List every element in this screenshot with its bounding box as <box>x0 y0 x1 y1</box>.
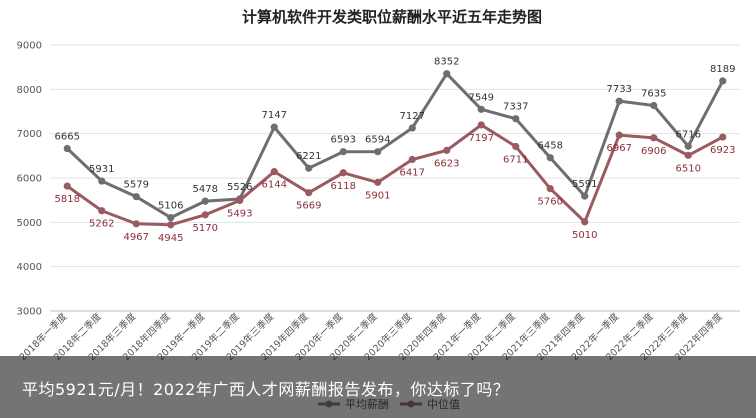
data-point <box>684 151 692 159</box>
data-label: 6417 <box>400 168 425 179</box>
data-point <box>339 148 347 156</box>
y-tick-label: 4000 <box>17 262 42 273</box>
data-point <box>546 154 554 162</box>
data-label: 6623 <box>434 158 459 169</box>
data-label: 5526 <box>227 182 252 193</box>
data-label: 5669 <box>296 201 321 212</box>
data-point <box>408 155 416 164</box>
data-label: 6923 <box>710 145 735 156</box>
data-label: 7635 <box>641 89 666 100</box>
data-point <box>98 177 106 185</box>
data-point <box>546 185 554 193</box>
data-label: 5760 <box>538 197 563 208</box>
data-label: 5262 <box>89 219 114 230</box>
data-label: 7127 <box>400 111 425 122</box>
data-label: 5493 <box>227 208 252 219</box>
data-point <box>236 196 244 205</box>
data-label: 6906 <box>641 146 666 157</box>
data-point <box>512 115 520 123</box>
data-label: 7147 <box>262 110 287 121</box>
data-label: 6118 <box>331 181 356 192</box>
data-label: 6593 <box>331 135 356 146</box>
data-point <box>650 101 658 110</box>
data-label: 6716 <box>676 129 701 140</box>
data-point <box>132 193 140 201</box>
data-point <box>63 144 71 153</box>
data-label: 7337 <box>503 102 528 113</box>
data-point <box>132 220 140 228</box>
data-point <box>167 221 175 229</box>
data-point <box>98 207 106 215</box>
data-point <box>443 146 451 154</box>
data-label: 5010 <box>572 230 597 241</box>
y-tick-label: 6000 <box>17 174 42 185</box>
y-tick-label: 8000 <box>17 85 42 96</box>
data-label: 4967 <box>124 232 149 243</box>
data-label: 8189 <box>710 64 735 75</box>
data-point <box>374 178 382 186</box>
data-label: 4945 <box>158 233 183 244</box>
chart-title: 计算机软件开发类职位薪酬水平近五年走势图 <box>242 8 542 26</box>
y-tick-label: 9000 <box>17 41 42 52</box>
y-axis-ticks: 3000 4000 5000 6000 7000 8000 9000 <box>17 41 42 318</box>
caption-text: 平均5921元/月！2022年广西人才网薪酬报告发布，你达标了吗？ <box>22 380 510 399</box>
data-point <box>650 134 658 142</box>
data-point <box>477 121 485 129</box>
data-point <box>615 131 623 139</box>
data-label: 6144 <box>262 180 287 191</box>
data-point <box>63 182 71 190</box>
data-point <box>339 169 347 177</box>
data-label: 5579 <box>124 180 149 191</box>
data-point <box>270 168 278 176</box>
data-label: 6594 <box>365 135 390 146</box>
data-point <box>374 148 382 156</box>
data-point <box>684 142 692 150</box>
data-point <box>201 197 209 205</box>
data-point <box>443 70 451 78</box>
data-point <box>719 133 727 141</box>
data-label: 6458 <box>538 141 563 152</box>
data-point <box>581 218 589 226</box>
data-label: 6711 <box>503 154 528 165</box>
series-lines <box>63 70 727 229</box>
data-label: 5818 <box>55 194 80 205</box>
data-point <box>615 97 623 105</box>
data-point <box>270 123 278 131</box>
data-point <box>305 189 313 197</box>
y-tick-label: 5000 <box>17 218 42 229</box>
gridlines <box>50 44 740 312</box>
data-label: 5901 <box>365 190 390 201</box>
data-label: 7549 <box>469 92 494 103</box>
data-label: 7733 <box>607 84 632 95</box>
data-label: 5106 <box>158 201 183 212</box>
data-label: 6967 <box>607 143 632 154</box>
data-point <box>512 142 520 151</box>
data-label: 7197 <box>469 133 494 144</box>
series-line <box>66 123 724 227</box>
data-label: 8352 <box>434 57 459 68</box>
data-point <box>305 164 313 172</box>
data-label: 6665 <box>55 132 80 143</box>
data-point <box>477 105 485 113</box>
data-label: 5478 <box>193 184 218 195</box>
data-point <box>581 192 589 200</box>
data-point <box>408 124 416 132</box>
data-labels: 6665 5931 5579 5106 5478 5526 7147 6221 6593 6594… <box>55 57 736 244</box>
caption-banner <box>0 356 756 418</box>
data-point <box>167 214 175 222</box>
data-point <box>719 77 727 85</box>
data-label: 6221 <box>296 151 321 162</box>
data-label: 6510 <box>676 163 701 174</box>
y-tick-label: 3000 <box>17 307 42 318</box>
data-point <box>201 211 209 219</box>
data-label: 5931 <box>89 164 114 175</box>
data-label: 5170 <box>193 223 218 234</box>
data-label: 5591 <box>572 179 597 190</box>
series-line <box>66 72 725 220</box>
y-tick-label: 7000 <box>17 129 42 140</box>
